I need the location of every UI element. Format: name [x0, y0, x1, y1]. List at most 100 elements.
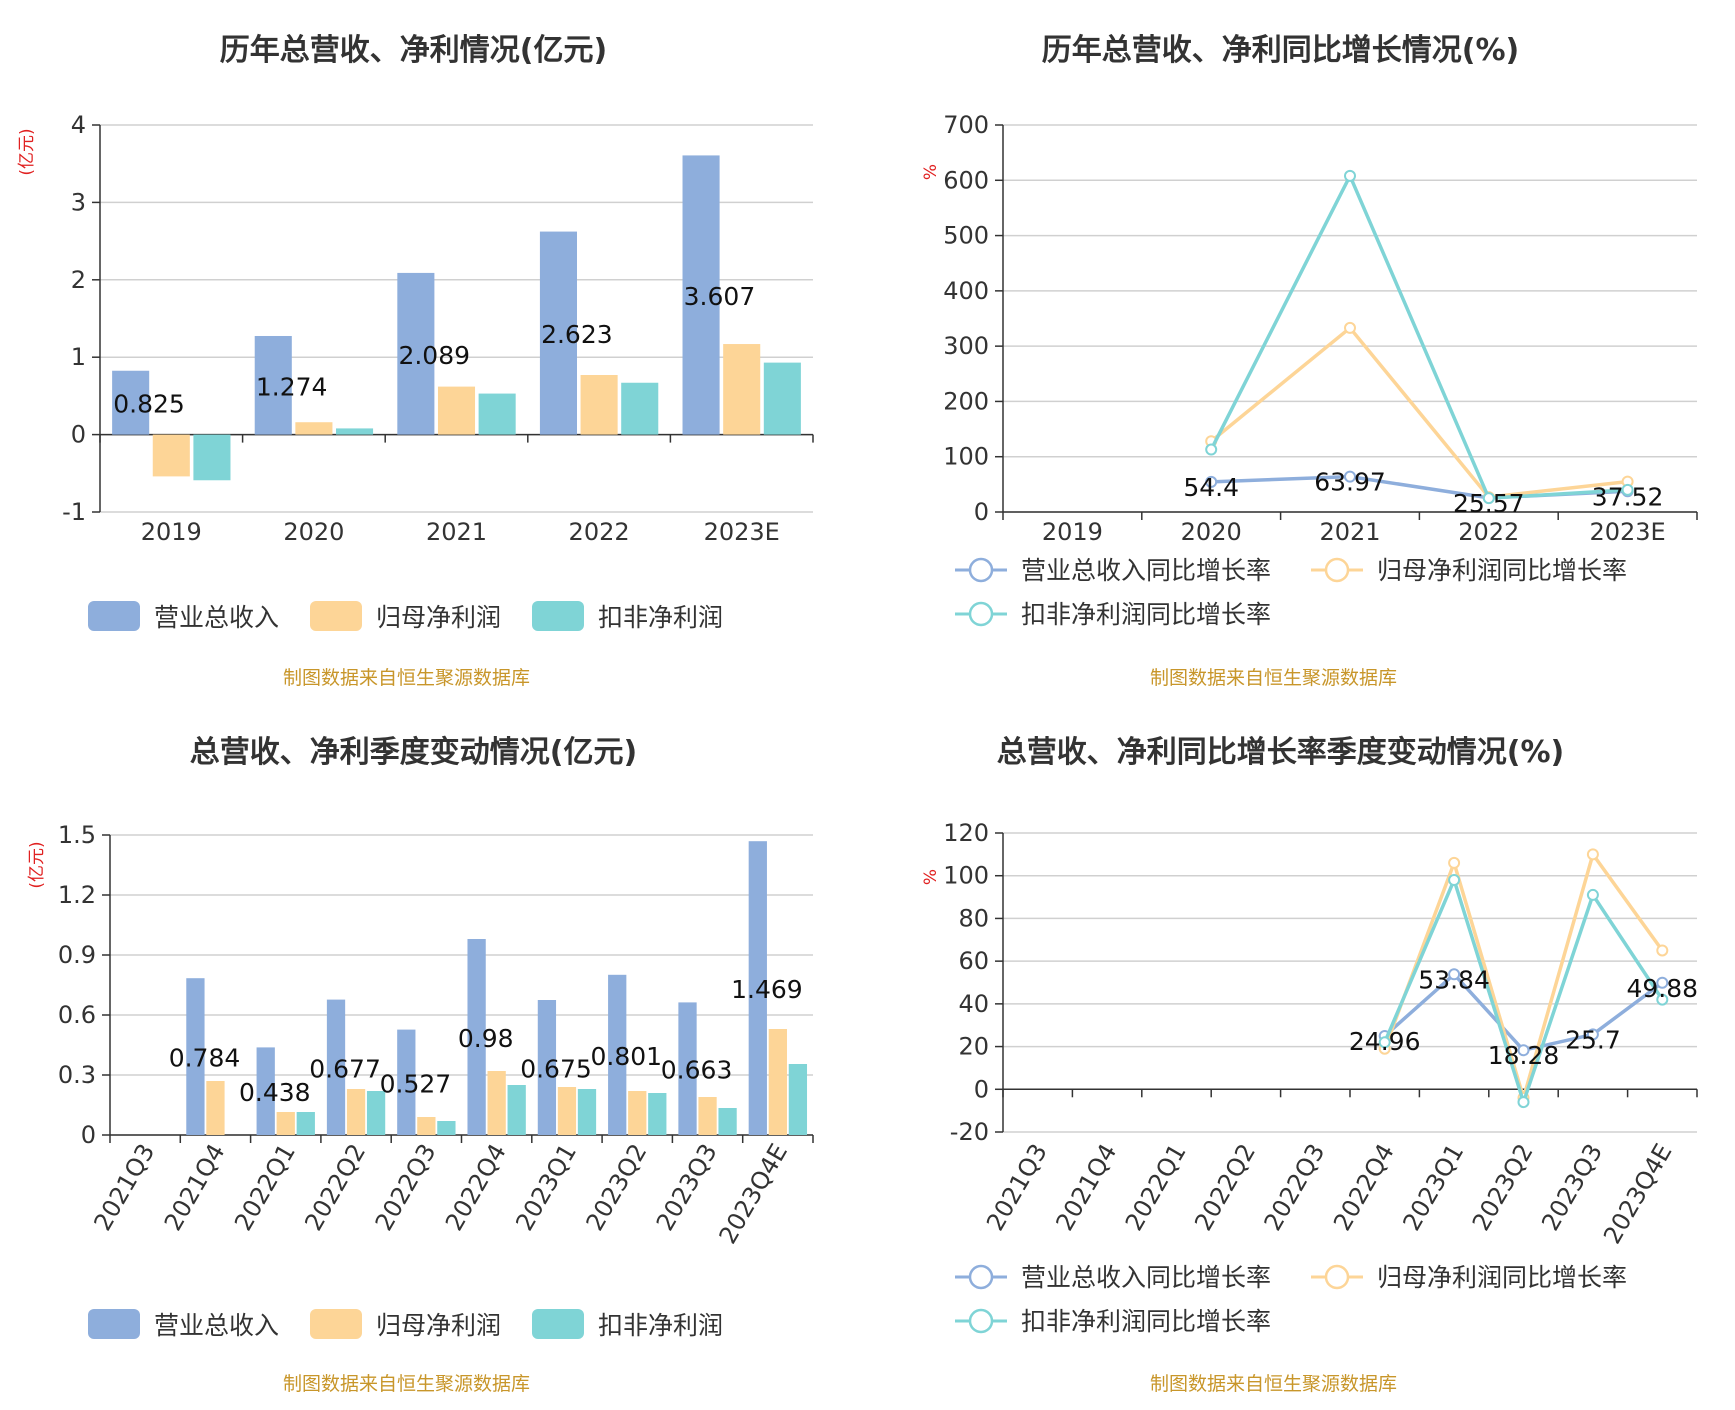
data-label: 0.825 — [113, 390, 185, 419]
bar — [256, 1047, 275, 1135]
data-point — [1517, 1044, 1530, 1057]
data-point — [1448, 968, 1461, 981]
bar — [678, 1002, 697, 1135]
x-tick-label: 2022Q1 — [1120, 1139, 1192, 1235]
legend-label: 营业总收入 — [154, 1311, 279, 1340]
x-tick-label: 2023Q4E — [1598, 1139, 1677, 1249]
x-tick-label: 2021Q4 — [159, 1139, 231, 1235]
bar — [193, 434, 231, 481]
bar — [478, 393, 516, 435]
legend-label: 营业总收入同比增长率 — [1021, 556, 1271, 585]
bar — [788, 1064, 808, 1135]
chart-title: 总营收、净利季度变动情况(亿元) — [190, 735, 637, 770]
unit-label: (亿元) — [27, 841, 47, 888]
bar — [648, 1093, 667, 1135]
legend-label: 营业总收入同比增长率 — [1021, 1263, 1271, 1292]
y-tick-label: 0 — [71, 421, 86, 449]
bar — [539, 231, 577, 435]
y-tick-label: 1 — [71, 343, 86, 371]
bar — [397, 1029, 416, 1135]
source-note: 制图数据来自恒生聚源数据库 — [1150, 667, 1397, 689]
data-point — [1586, 888, 1599, 901]
bar — [437, 1121, 456, 1135]
bar — [487, 1071, 506, 1135]
y-tick-label: 500 — [943, 222, 989, 250]
data-label: 2.089 — [398, 341, 470, 370]
x-tick-label: 2021Q3 — [981, 1139, 1053, 1235]
legend-label: 扣非净利润同比增长率 — [1021, 1307, 1271, 1336]
data-label: 24.96 — [1349, 1027, 1421, 1056]
bar — [254, 335, 292, 435]
bar — [295, 422, 333, 435]
x-tick-label: 2022Q1 — [229, 1139, 301, 1235]
bar — [621, 382, 659, 435]
y-tick-label: 2 — [71, 266, 86, 294]
data-point — [1656, 944, 1669, 957]
x-tick-label: 2021Q3 — [88, 1139, 160, 1235]
legend-marker — [968, 557, 994, 583]
chart-title: 历年总营收、净利同比增长情况(%) — [1042, 33, 1519, 68]
data-point — [1344, 470, 1356, 483]
x-tick-label: 2022Q3 — [1259, 1139, 1331, 1235]
y-tick-label: 100 — [943, 862, 989, 890]
data-label: 25.57 — [1453, 489, 1525, 518]
y-tick-label: 0.3 — [58, 1061, 96, 1089]
bar — [437, 386, 476, 435]
x-tick-label: 2022 — [1458, 518, 1519, 546]
x-tick-label: 2021 — [426, 518, 487, 546]
x-tick-label: 2021 — [1319, 518, 1380, 546]
bar — [768, 1029, 787, 1135]
x-tick-label: 2021Q4 — [1050, 1139, 1122, 1235]
y-tick-label: 120 — [943, 819, 989, 847]
quarterly-growth-panel: 总营收、净利同比增长率季度变动情况(%)% -20 0 20 40 60 80 100 120 2… — [867, 705, 1734, 1410]
legend-label: 归母净利润 — [376, 1311, 501, 1340]
data-point — [1482, 492, 1495, 505]
bar — [748, 841, 767, 1135]
x-tick-label: 2019 — [141, 518, 202, 546]
y-tick-label: 3 — [71, 188, 86, 216]
bar — [336, 428, 374, 435]
bar — [698, 1097, 717, 1135]
x-tick-label: 2023E — [704, 518, 780, 546]
bar — [417, 1117, 436, 1135]
data-point — [1205, 443, 1218, 456]
legend-label: 归母净利润同比增长率 — [1377, 556, 1627, 585]
legend-label: 归母净利润 — [376, 603, 501, 632]
y-tick-label: -1 — [62, 498, 86, 526]
legend-swatch — [310, 601, 362, 631]
source-note: 制图数据来自恒生聚源数据库 — [283, 1373, 530, 1395]
data-point — [1378, 1036, 1391, 1049]
chart-title: 历年总营收、净利情况(亿元) — [220, 33, 607, 68]
bar — [537, 1000, 557, 1135]
y-tick-label: 400 — [943, 277, 989, 305]
bar — [682, 155, 720, 435]
x-tick-label: 2019 — [1042, 518, 1103, 546]
data-label: 25.7 — [1565, 1025, 1621, 1054]
bar — [580, 375, 618, 435]
data-label: 54.4 — [1183, 473, 1239, 502]
x-tick-label: 2023E — [1589, 518, 1665, 546]
bar — [467, 939, 486, 1135]
source-note: 制图数据来自恒生聚源数据库 — [1150, 1373, 1397, 1395]
annual-growth-chart: 历年总营收、净利同比增长情况(%)% 0 100 200 300 400 500 600 700… — [921, 33, 1698, 689]
legend-swatch — [88, 601, 140, 631]
data-label: 0.675 — [520, 1055, 592, 1084]
data-point — [1344, 169, 1356, 182]
data-label: 2.623 — [541, 320, 613, 349]
source-note: 制图数据来自恒生聚源数据库 — [283, 667, 530, 689]
y-tick-label: 0 — [974, 1075, 989, 1103]
data-label: 49.88 — [1627, 974, 1699, 1003]
y-tick-label: 40 — [958, 990, 989, 1018]
quarterly-revenue-profit-chart: 总营收、净利季度变动情况(亿元) (亿元) 0 0.3 0.6 0.9 1.2 1.5 2021… — [27, 735, 814, 1395]
y-tick-label: 80 — [958, 904, 989, 932]
data-point — [1517, 1096, 1530, 1109]
data-point — [1448, 856, 1461, 869]
bar — [346, 1089, 366, 1135]
legend-swatch — [532, 1309, 584, 1339]
x-tick-label: 2022Q4 — [440, 1139, 512, 1235]
data-point — [1621, 483, 1634, 496]
data-point — [1656, 993, 1669, 1006]
x-tick-label: 2022Q2 — [1189, 1139, 1261, 1235]
bar — [206, 1081, 225, 1135]
data-label: 0.677 — [309, 1054, 381, 1083]
